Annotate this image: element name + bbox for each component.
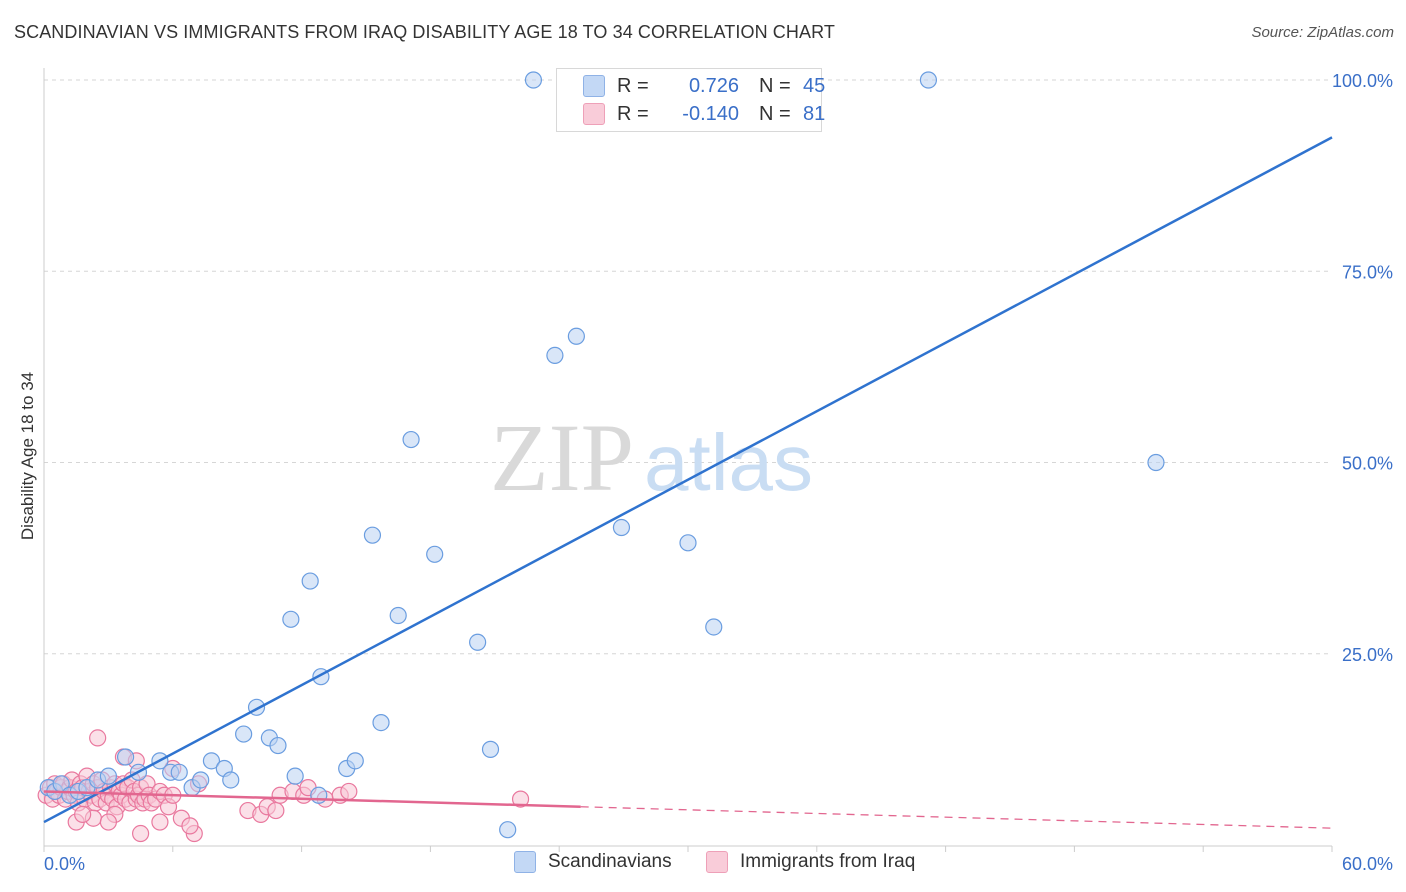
chart-title: SCANDINAVIAN VS IMMIGRANTS FROM IRAQ DIS… [14,22,835,42]
data-point [181,817,199,835]
data-point [170,763,188,781]
legend-r-value: 0.726 [688,74,739,97]
data-point [151,813,169,831]
watermark-zip: ZIP [490,404,634,511]
y-tick-label: 75.0% [1342,262,1393,282]
data-point [74,805,92,824]
legend-n-label: N = [759,74,791,97]
data-point [481,740,500,758]
y-tick-label: 25.0% [1342,645,1393,665]
correlation-legend: R = 0.726 N = 45 R = -0.140 N = 81 [556,68,825,132]
legend-swatch-iraq [583,103,605,125]
legend-row-scandinavians: R = 0.726 N = 45 [557,73,825,99]
axes [43,68,1333,852]
bottom-swatch-iraq [706,851,728,873]
trend-line-iraq-extension [580,806,1333,829]
data-point [546,346,564,364]
data-point [705,618,723,636]
data-point [919,71,938,89]
data-point [222,771,240,789]
data-point [426,545,444,563]
data-point [679,534,697,552]
data-point [99,813,118,831]
y-axis-label: Disability Age 18 to 34 [18,371,37,541]
data-point [116,748,135,766]
data-point [524,71,543,89]
data-point [567,327,585,345]
y-tick-label: 50.0% [1342,454,1393,474]
bottom-legend-label: Scandinavians [548,851,672,872]
bottom-legend-label: Immigrants from Iraq [740,851,916,872]
data-point [389,606,407,625]
legend-n-label: N = [759,102,791,125]
data-point [402,430,420,449]
data-point [89,729,107,747]
legend-r-value: -0.140 [682,102,739,125]
data-point [363,526,382,544]
data-point [612,518,631,537]
data-point [499,821,517,839]
data-point [286,767,304,785]
data-point [269,736,287,755]
data-point [301,572,319,590]
trend-line-iraq [43,790,581,808]
data-point [282,610,300,628]
data-point [1147,453,1165,472]
legend-swatch-scandinavians [583,75,605,97]
tick-labels: 25.0% 50.0% 75.0% 100.0% 0.0% 60.0% [44,71,1393,874]
data-point [235,725,253,743]
legend-row-iraq: R = -0.140 N = 81 [557,101,825,127]
watermark-atlas: atlas [644,418,813,507]
data-point [372,713,390,732]
legend-r-label: R = [617,74,649,97]
trend-line-scandinavians [43,136,1333,824]
legend-n-value: 81 [803,102,826,125]
bottom-legend-iraq: Immigrants from Iraq [706,851,915,873]
bottom-swatch-scandinavians [514,851,536,873]
series-scandinavians [39,71,1165,839]
data-point [346,752,364,770]
data-point [267,801,285,820]
y-tick-label: 100.0% [1332,71,1393,91]
data-point [511,790,530,808]
trend-lines [43,136,1333,829]
data-point [192,771,210,789]
data-point [310,786,328,804]
data-point [99,767,118,785]
bottom-legend-scandinavians: Scandinavians [514,851,672,873]
x-tick-label: 60.0% [1342,854,1393,874]
source-label: Source: ZipAtlas.com [1251,24,1394,41]
legend-r-label: R = [617,102,649,125]
x-tick-label: 0.0% [44,854,85,874]
gridlines [44,79,1332,655]
data-point [469,633,487,651]
data-point [340,782,358,801]
legend-n-value: 45 [803,74,826,97]
data-point [202,752,221,770]
data-point [132,824,150,843]
watermark: ZIP atlas [490,404,813,511]
